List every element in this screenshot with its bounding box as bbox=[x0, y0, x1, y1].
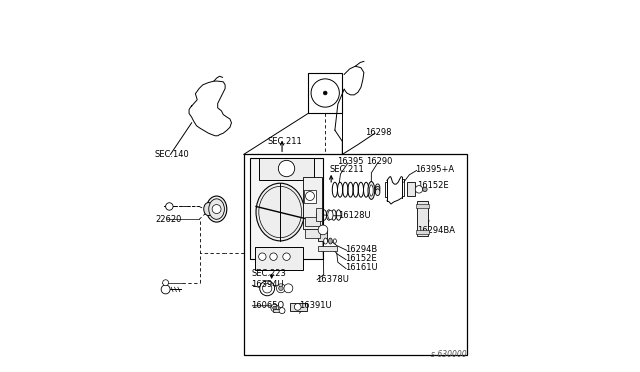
Circle shape bbox=[278, 286, 283, 291]
Text: 16395: 16395 bbox=[337, 157, 364, 166]
Bar bbox=[408, 182, 415, 196]
Bar bbox=[316, 208, 322, 221]
Bar bbox=[416, 204, 429, 208]
Text: 16294BA: 16294BA bbox=[417, 226, 455, 235]
Bar bbox=[259, 158, 314, 180]
Text: 16128U: 16128U bbox=[338, 211, 371, 219]
Text: SEC.140: SEC.140 bbox=[154, 150, 189, 159]
Text: 16065Q: 16065Q bbox=[252, 301, 285, 310]
Ellipse shape bbox=[376, 184, 380, 190]
Circle shape bbox=[422, 187, 427, 192]
Circle shape bbox=[166, 203, 173, 210]
Text: 22620: 22620 bbox=[156, 215, 182, 224]
Circle shape bbox=[294, 304, 301, 310]
Circle shape bbox=[278, 160, 294, 177]
Text: 16395+A: 16395+A bbox=[415, 165, 454, 174]
Ellipse shape bbox=[369, 185, 373, 196]
Circle shape bbox=[305, 192, 314, 201]
Circle shape bbox=[279, 308, 285, 314]
Bar bbox=[318, 246, 337, 251]
Bar bbox=[244, 154, 467, 355]
Circle shape bbox=[259, 253, 266, 260]
Ellipse shape bbox=[204, 202, 213, 216]
Circle shape bbox=[284, 284, 293, 293]
Circle shape bbox=[163, 280, 168, 286]
Ellipse shape bbox=[209, 199, 225, 219]
Bar bbox=[417, 201, 428, 236]
Ellipse shape bbox=[256, 183, 305, 241]
Circle shape bbox=[161, 285, 170, 294]
Text: s 630000: s 630000 bbox=[431, 350, 467, 359]
Text: SEC.211: SEC.211 bbox=[268, 137, 303, 146]
Ellipse shape bbox=[328, 238, 332, 244]
Text: 16378U: 16378U bbox=[316, 275, 349, 283]
Bar bbox=[250, 158, 323, 259]
Text: 16161U: 16161U bbox=[346, 263, 378, 272]
Text: SEC.223: SEC.223 bbox=[252, 269, 287, 278]
Bar bbox=[255, 247, 303, 270]
Text: 16394U: 16394U bbox=[252, 280, 284, 289]
Text: 16152E: 16152E bbox=[417, 182, 449, 190]
Circle shape bbox=[271, 304, 278, 312]
Text: 16294B: 16294B bbox=[346, 245, 378, 254]
Ellipse shape bbox=[328, 210, 333, 219]
Text: 16391U: 16391U bbox=[300, 301, 332, 310]
Ellipse shape bbox=[324, 238, 328, 244]
Ellipse shape bbox=[368, 182, 374, 199]
Text: SEC.211: SEC.211 bbox=[330, 165, 364, 174]
Circle shape bbox=[212, 205, 221, 214]
Bar bbox=[308, 73, 342, 113]
Bar bbox=[305, 190, 316, 203]
Ellipse shape bbox=[376, 186, 380, 193]
Bar bbox=[318, 230, 328, 241]
Circle shape bbox=[276, 284, 285, 293]
Ellipse shape bbox=[260, 281, 275, 296]
Ellipse shape bbox=[376, 189, 380, 196]
Circle shape bbox=[323, 91, 327, 95]
Bar bbox=[273, 309, 284, 312]
Circle shape bbox=[318, 225, 328, 235]
Bar bbox=[416, 230, 429, 234]
Ellipse shape bbox=[333, 239, 337, 243]
Bar bbox=[303, 177, 322, 229]
Circle shape bbox=[311, 79, 339, 107]
Bar bbox=[305, 229, 320, 238]
Text: 16298: 16298 bbox=[365, 128, 391, 137]
Circle shape bbox=[270, 253, 277, 260]
Text: 16290: 16290 bbox=[367, 157, 393, 166]
Bar bbox=[305, 217, 320, 226]
Circle shape bbox=[415, 186, 422, 193]
Ellipse shape bbox=[206, 196, 227, 222]
Text: 16152E: 16152E bbox=[346, 254, 377, 263]
Circle shape bbox=[273, 306, 276, 310]
Bar bbox=[291, 303, 307, 311]
Circle shape bbox=[283, 253, 291, 260]
